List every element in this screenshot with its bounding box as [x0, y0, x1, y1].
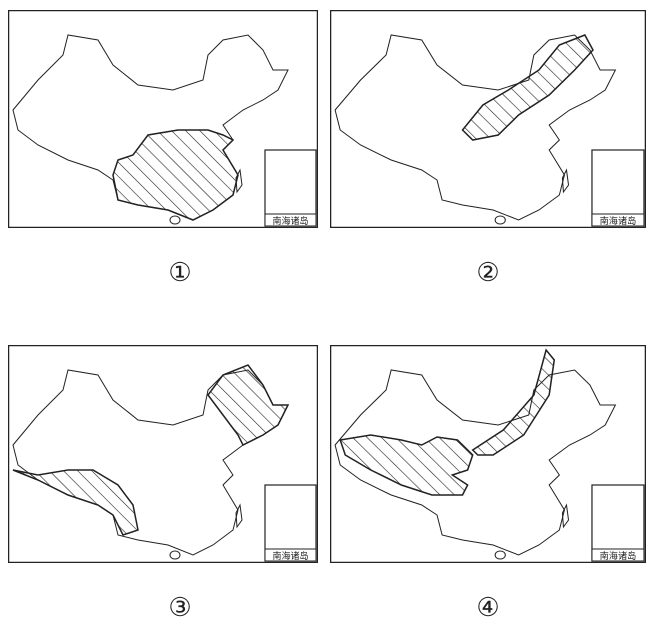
- panel-label-3: ③: [168, 593, 192, 623]
- south-china-sea-inset: [591, 484, 645, 562]
- inset-label: 南海诸岛: [600, 550, 637, 562]
- map-panel-4: 南海诸岛: [330, 345, 646, 563]
- hatched-region-west-central: [339, 434, 474, 496]
- south-china-sea-inset: [264, 484, 317, 562]
- hatched-region-northeast-band: [461, 34, 594, 141]
- map-panel-2: 南海诸岛: [330, 10, 646, 228]
- panel-label-1: ①: [168, 258, 192, 288]
- panel-label-2: ②: [476, 258, 500, 288]
- map-panel-3: 南海诸岛: [8, 345, 318, 563]
- map-panel-1: 南海诸岛: [8, 10, 318, 228]
- inset-label: 南海诸岛: [600, 215, 637, 227]
- hatched-region-northeast-band: [471, 348, 556, 456]
- inset-label: 南海诸岛: [272, 550, 308, 562]
- panel-label-4: ④: [476, 593, 500, 623]
- inset-label: 南海诸岛: [272, 215, 308, 227]
